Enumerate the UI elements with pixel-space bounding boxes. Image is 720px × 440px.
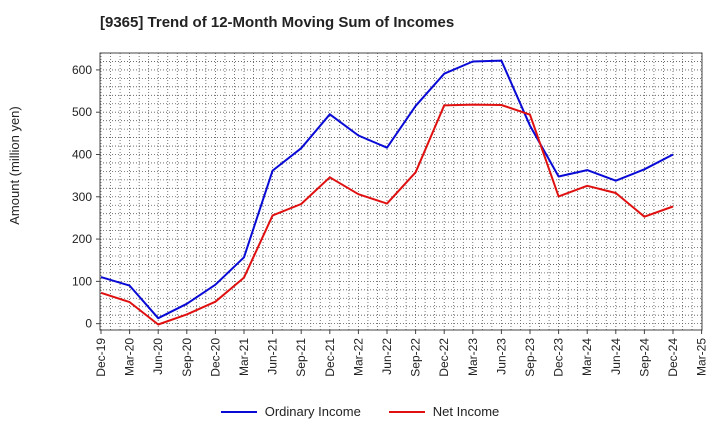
x-tick-label: Mar-22 bbox=[351, 338, 365, 376]
x-tick-label: Jun-21 bbox=[266, 338, 280, 375]
x-tick-label: Jun-24 bbox=[609, 338, 623, 375]
chart-title: [9365] Trend of 12-Month Moving Sum of I… bbox=[100, 14, 455, 31]
x-tick-label: Sep-22 bbox=[409, 338, 423, 377]
x-tick-label: Mar-24 bbox=[580, 338, 594, 376]
y-tick-label: 200 bbox=[72, 232, 92, 246]
x-tick-label: Mar-21 bbox=[237, 338, 251, 376]
x-tick-label: Dec-24 bbox=[666, 338, 680, 377]
x-tick-label: Sep-23 bbox=[523, 338, 537, 377]
line-chart: 0 100 200 300 400 500 600 Dec-19 Mar-20 Jun-20 Se… bbox=[72, 52, 709, 377]
x-tick-label: Mar-20 bbox=[123, 338, 137, 376]
x-axis-ticks: Dec-19 Mar-20 Jun-20 Sep-20 Dec-20 Mar-21 Jun-… bbox=[94, 330, 709, 377]
x-tick-label: Sep-21 bbox=[294, 338, 308, 377]
series-line-ordinary-income bbox=[100, 59, 674, 320]
y-tick-label: 500 bbox=[72, 105, 92, 119]
plot-frame bbox=[99, 52, 703, 331]
x-tick-label: Dec-22 bbox=[437, 338, 451, 377]
legend-item-ordinary-income: Ordinary Income bbox=[220, 404, 361, 419]
y-tick-label: 400 bbox=[72, 147, 92, 161]
x-tick-label: Mar-25 bbox=[695, 338, 709, 376]
x-tick-label: Jun-23 bbox=[494, 338, 508, 375]
series-line-net-income bbox=[100, 103, 674, 326]
legend-item-net-income: Net Income bbox=[388, 404, 500, 419]
legend-label-net-income: Net Income bbox=[432, 404, 500, 419]
y-tick-label: 600 bbox=[72, 63, 92, 77]
legend-swatch-net-income bbox=[388, 410, 425, 413]
x-tick-label: Sep-20 bbox=[180, 338, 194, 377]
x-tick-label: Mar-23 bbox=[466, 338, 480, 376]
y-axis-ticks: 0 100 200 300 400 500 600 bbox=[72, 63, 100, 331]
x-tick-label: Dec-19 bbox=[94, 338, 108, 377]
legend: Ordinary Income Net Income bbox=[0, 404, 720, 419]
x-tick-label: Sep-24 bbox=[637, 338, 651, 377]
x-tick-label: Jun-22 bbox=[380, 338, 394, 375]
y-tick-label: 300 bbox=[72, 190, 92, 204]
y-tick-label: 0 bbox=[85, 317, 92, 331]
legend-label-ordinary-income: Ordinary Income bbox=[264, 404, 361, 419]
legend-swatch-ordinary-income bbox=[220, 410, 257, 413]
x-tick-label: Dec-21 bbox=[323, 338, 337, 377]
series-lines bbox=[100, 59, 674, 326]
x-tick-label: Jun-20 bbox=[151, 338, 165, 375]
x-tick-label: Dec-23 bbox=[552, 338, 566, 377]
y-tick-label: 100 bbox=[72, 274, 92, 288]
x-tick-label: Dec-20 bbox=[208, 338, 222, 377]
